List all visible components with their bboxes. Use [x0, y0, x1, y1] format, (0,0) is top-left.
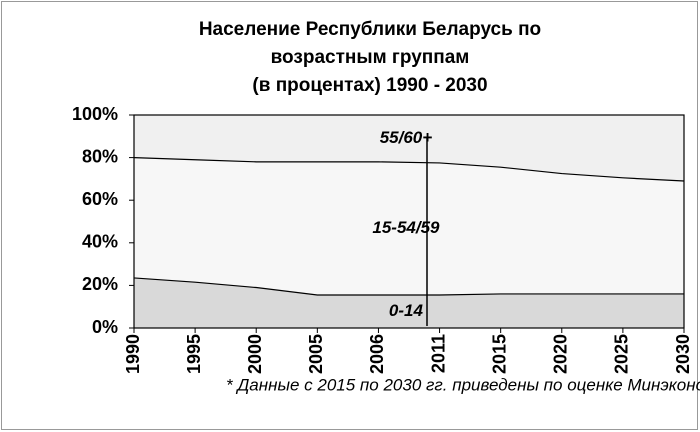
- x-tick-label: 2011: [428, 334, 448, 373]
- area: [134, 277, 684, 328]
- y-tick-label: 40%: [82, 232, 118, 252]
- plot-border: [133, 114, 685, 329]
- y-tick-label: 20%: [82, 274, 118, 294]
- footnote: * Данные с 2015 по 2030 гг. приведены по…: [226, 375, 700, 394]
- series-label: 0-14: [389, 301, 424, 320]
- area: [134, 157, 684, 295]
- x-tick-label: 2006: [367, 334, 387, 374]
- plot: 0% 20% 40% 60% 80% 100% 1990 1995 2000 2005 2006 20…: [72, 104, 693, 374]
- x-tick-label: 2005: [306, 334, 326, 374]
- boundary-line: [133, 157, 685, 182]
- x-tick-label: 2020: [551, 334, 571, 374]
- x-tick-label: 2025: [612, 334, 632, 374]
- y-tick-label: 100%: [72, 104, 118, 124]
- series-label: 15-54/59: [372, 218, 440, 237]
- x-tick-label: 1990: [123, 334, 143, 374]
- x-tick-label: 2015: [489, 334, 509, 374]
- chart-title: (в процентах) 1990 - 2030: [252, 75, 487, 96]
- x-tick-label: 1995: [184, 334, 204, 374]
- boundary-line: [133, 277, 684, 296]
- area: [134, 115, 684, 182]
- chart-title: Население Республики Беларусь по: [199, 19, 541, 40]
- y-tick-label: 0%: [92, 317, 118, 337]
- x-tick-label: 2030: [673, 334, 693, 374]
- y-tick-label: 80%: [82, 146, 118, 166]
- series-label: 55/60+: [380, 128, 433, 147]
- y-tick-label: 60%: [82, 189, 118, 209]
- chart-title: возрастным группам: [271, 47, 470, 68]
- x-tick-label: 2000: [245, 334, 265, 374]
